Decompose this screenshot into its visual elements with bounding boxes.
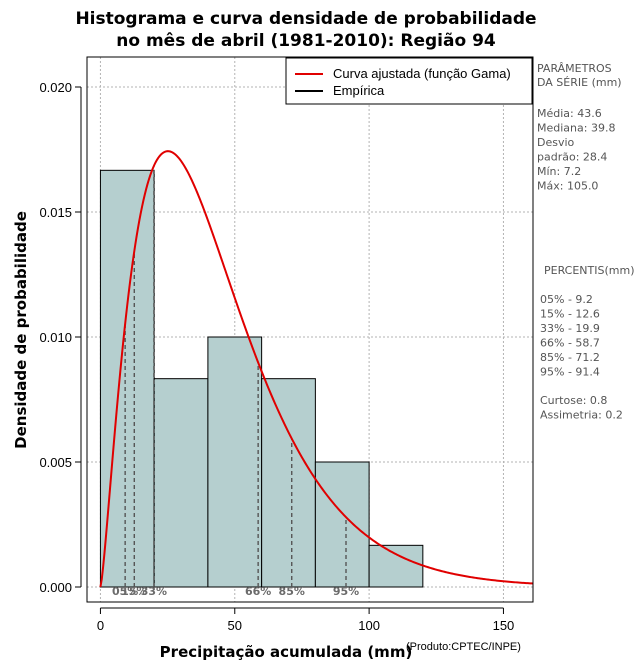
chart-title-line2: no mês de abril (1981-2010): Região 94 [116,31,496,51]
percentile-line-text: 95% - 91.4 [540,366,600,379]
x-axis-label: Precipitação acumulada (mm) [160,643,413,660]
histogram-bar [314,461,370,588]
y-tick-label: 0.020 [39,80,72,95]
stat-line: Mín: 7.2 [537,165,581,178]
side-panel: PARÂMETROS DA SÉRIE (mm) Média: 43.6 Medi… [537,62,635,422]
y-tick-label: 0.015 [39,205,72,220]
shape-stat-line: Curtose: 0.8 [540,394,607,407]
legend-label-fitted: Curva ajustada (função Gama) [333,66,511,81]
histogram-bar [207,336,263,588]
legend-box [285,57,533,105]
y-axis-label: Densidade de probabilidade [12,211,30,449]
y-axis: 0.000 0.005 0.010 0.015 0.020 [39,80,82,595]
density-curve [99,150,534,588]
percentile-label: 66% [245,585,271,598]
density-curve-group [99,150,534,588]
plot-frame [86,56,534,603]
legend-label-empirical: Empírica [333,83,385,98]
stat-line: Desvio [537,136,575,149]
percentile-label: 85% [279,585,305,598]
percentile-label: 95% [333,585,359,598]
stat-line: Máx: 105.0 [537,180,598,193]
percentile-line-text: 33% - 19.9 [540,322,600,335]
percentile-line-text: 85% - 71.2 [540,351,600,364]
x-tick-label: 150 [493,618,515,633]
percentile-lines: 05%15%33% 66% 85% 95% [112,165,359,598]
params-title-2: DA SÉRIE (mm) [537,76,622,89]
credit-label: (Produto:CPTEC/INPE) [406,641,521,653]
x-tick-label: 50 [228,618,242,633]
percentile-label: 15% [121,585,147,598]
percentile-label: 33% [141,585,167,598]
histogram-bar [153,378,209,588]
params-title-1: PARÂMETROS [537,62,612,75]
y-tick-label: 0.010 [39,330,72,345]
bars [99,169,424,588]
histogram-bar [261,378,316,588]
chart-title-line1: Histograma e curva densidade de probabil… [75,9,536,29]
percentile-line-text: 15% - 12.6 [540,308,600,321]
y-tick-label: 0.000 [39,580,72,595]
stat-line: padrão: 28.4 [537,151,607,164]
y-tick-label: 0.005 [39,455,72,470]
stat-line: Mediana: 39.8 [537,122,615,135]
stat-line: Média: 43.6 [537,107,602,120]
percentile-line-text: 66% - 58.7 [540,337,600,350]
histogram-bar [368,544,424,588]
shape-stat-line: Assimetria: 0.2 [540,409,623,422]
x-tick-label: 100 [358,618,380,633]
x-tick-label: 0 [97,618,104,633]
percentile-label: 05% [112,585,138,598]
percentis-title: PERCENTIS(mm) [544,264,635,277]
percentile-line-text: 05% - 9.2 [540,293,593,306]
x-axis: 0 50 100 150 [97,607,515,633]
legend: Curva ajustada (função Gama) Empírica [285,57,533,105]
histogram-bar [99,169,155,588]
